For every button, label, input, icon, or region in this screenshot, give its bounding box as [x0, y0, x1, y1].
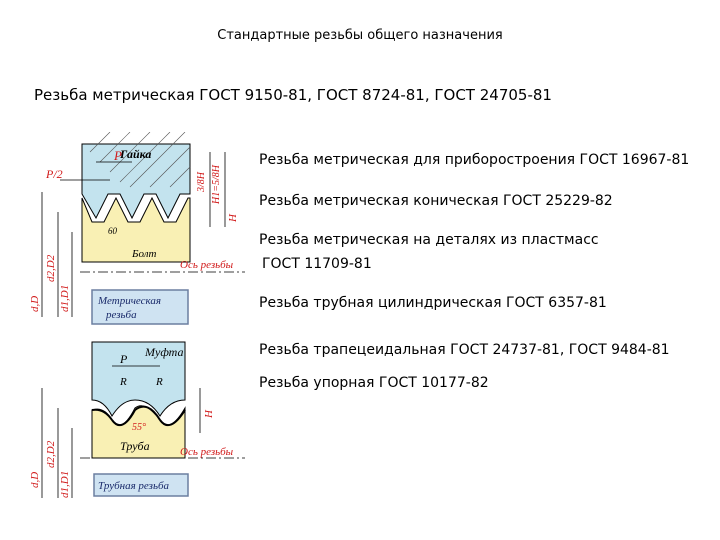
pipe-pitch-label: P: [119, 352, 128, 366]
thread-item-buttress: Резьба упорная ГОСТ 10177-82: [259, 375, 489, 391]
thread-item-conical: Резьба метрическая коническая ГОСТ 25229…: [259, 193, 613, 209]
pipe-label: Труба: [120, 439, 150, 453]
d1-label: d1,D1: [59, 285, 71, 312]
page-title: Стандартные резьбы общего назначения: [217, 28, 503, 43]
thread-item-plastic-gost: ГОСТ 11709-81: [262, 256, 372, 272]
metric-box-label-1: Метрическая: [97, 295, 161, 307]
axis-label: Ось резьбы: [180, 259, 234, 271]
pipe-d-big-label: d,D: [29, 472, 41, 488]
angle-label: 60: [108, 226, 118, 236]
pipe-axis-label: Ось резьбы: [180, 446, 234, 458]
radius-right-label: R: [155, 376, 163, 388]
metric-thread-diagram: P Гайка P/2 60 Болт Ось резьбы 3/8H H1=5…: [29, 132, 245, 325]
h38-label: 3/8H: [196, 171, 207, 193]
radius-left-label: R: [119, 376, 127, 388]
half-pitch-label: P/2: [45, 167, 63, 181]
thread-item-pipe: Резьба трубная цилиндрическая ГОСТ 6357-…: [259, 295, 607, 311]
coupling-label: Муфта: [144, 345, 184, 359]
pipe-box-label: Трубная резьба: [98, 480, 170, 492]
pipe-h-label: H: [203, 409, 215, 419]
pipe-d1-label: d1,D1: [59, 471, 71, 498]
h1-label: H1=5/8H: [211, 164, 222, 205]
main-heading: Резьба метрическая ГОСТ 9150-81, ГОСТ 87…: [34, 86, 552, 104]
pipe-angle-label: 55°: [132, 422, 146, 433]
pipe-thread-diagram: P Муфта R R 55° Труба Ось резьбы H d,D d…: [29, 341, 245, 498]
bolt-label: Болт: [131, 248, 157, 260]
metric-box-label-2: резьба: [105, 309, 137, 321]
thread-item-trapezoidal: Резьба трапецеидальная ГОСТ 24737-81, ГО…: [259, 342, 670, 358]
thread-item-instrument: Резьба метрическая для приборостроения Г…: [259, 152, 690, 168]
d2-label: d2,D2: [45, 254, 57, 282]
thread-item-plastic: Резьба метрическая на деталях из пластма…: [259, 232, 599, 248]
pitch-label: P: [113, 148, 122, 163]
pipe-d2-label: d2,D2: [45, 440, 57, 468]
d-big-label: d,D: [29, 296, 41, 312]
h-label: H: [227, 213, 239, 223]
bolt-region: [81, 196, 191, 263]
coupling-region: [91, 341, 186, 418]
nut-label: Гайка: [119, 147, 151, 161]
